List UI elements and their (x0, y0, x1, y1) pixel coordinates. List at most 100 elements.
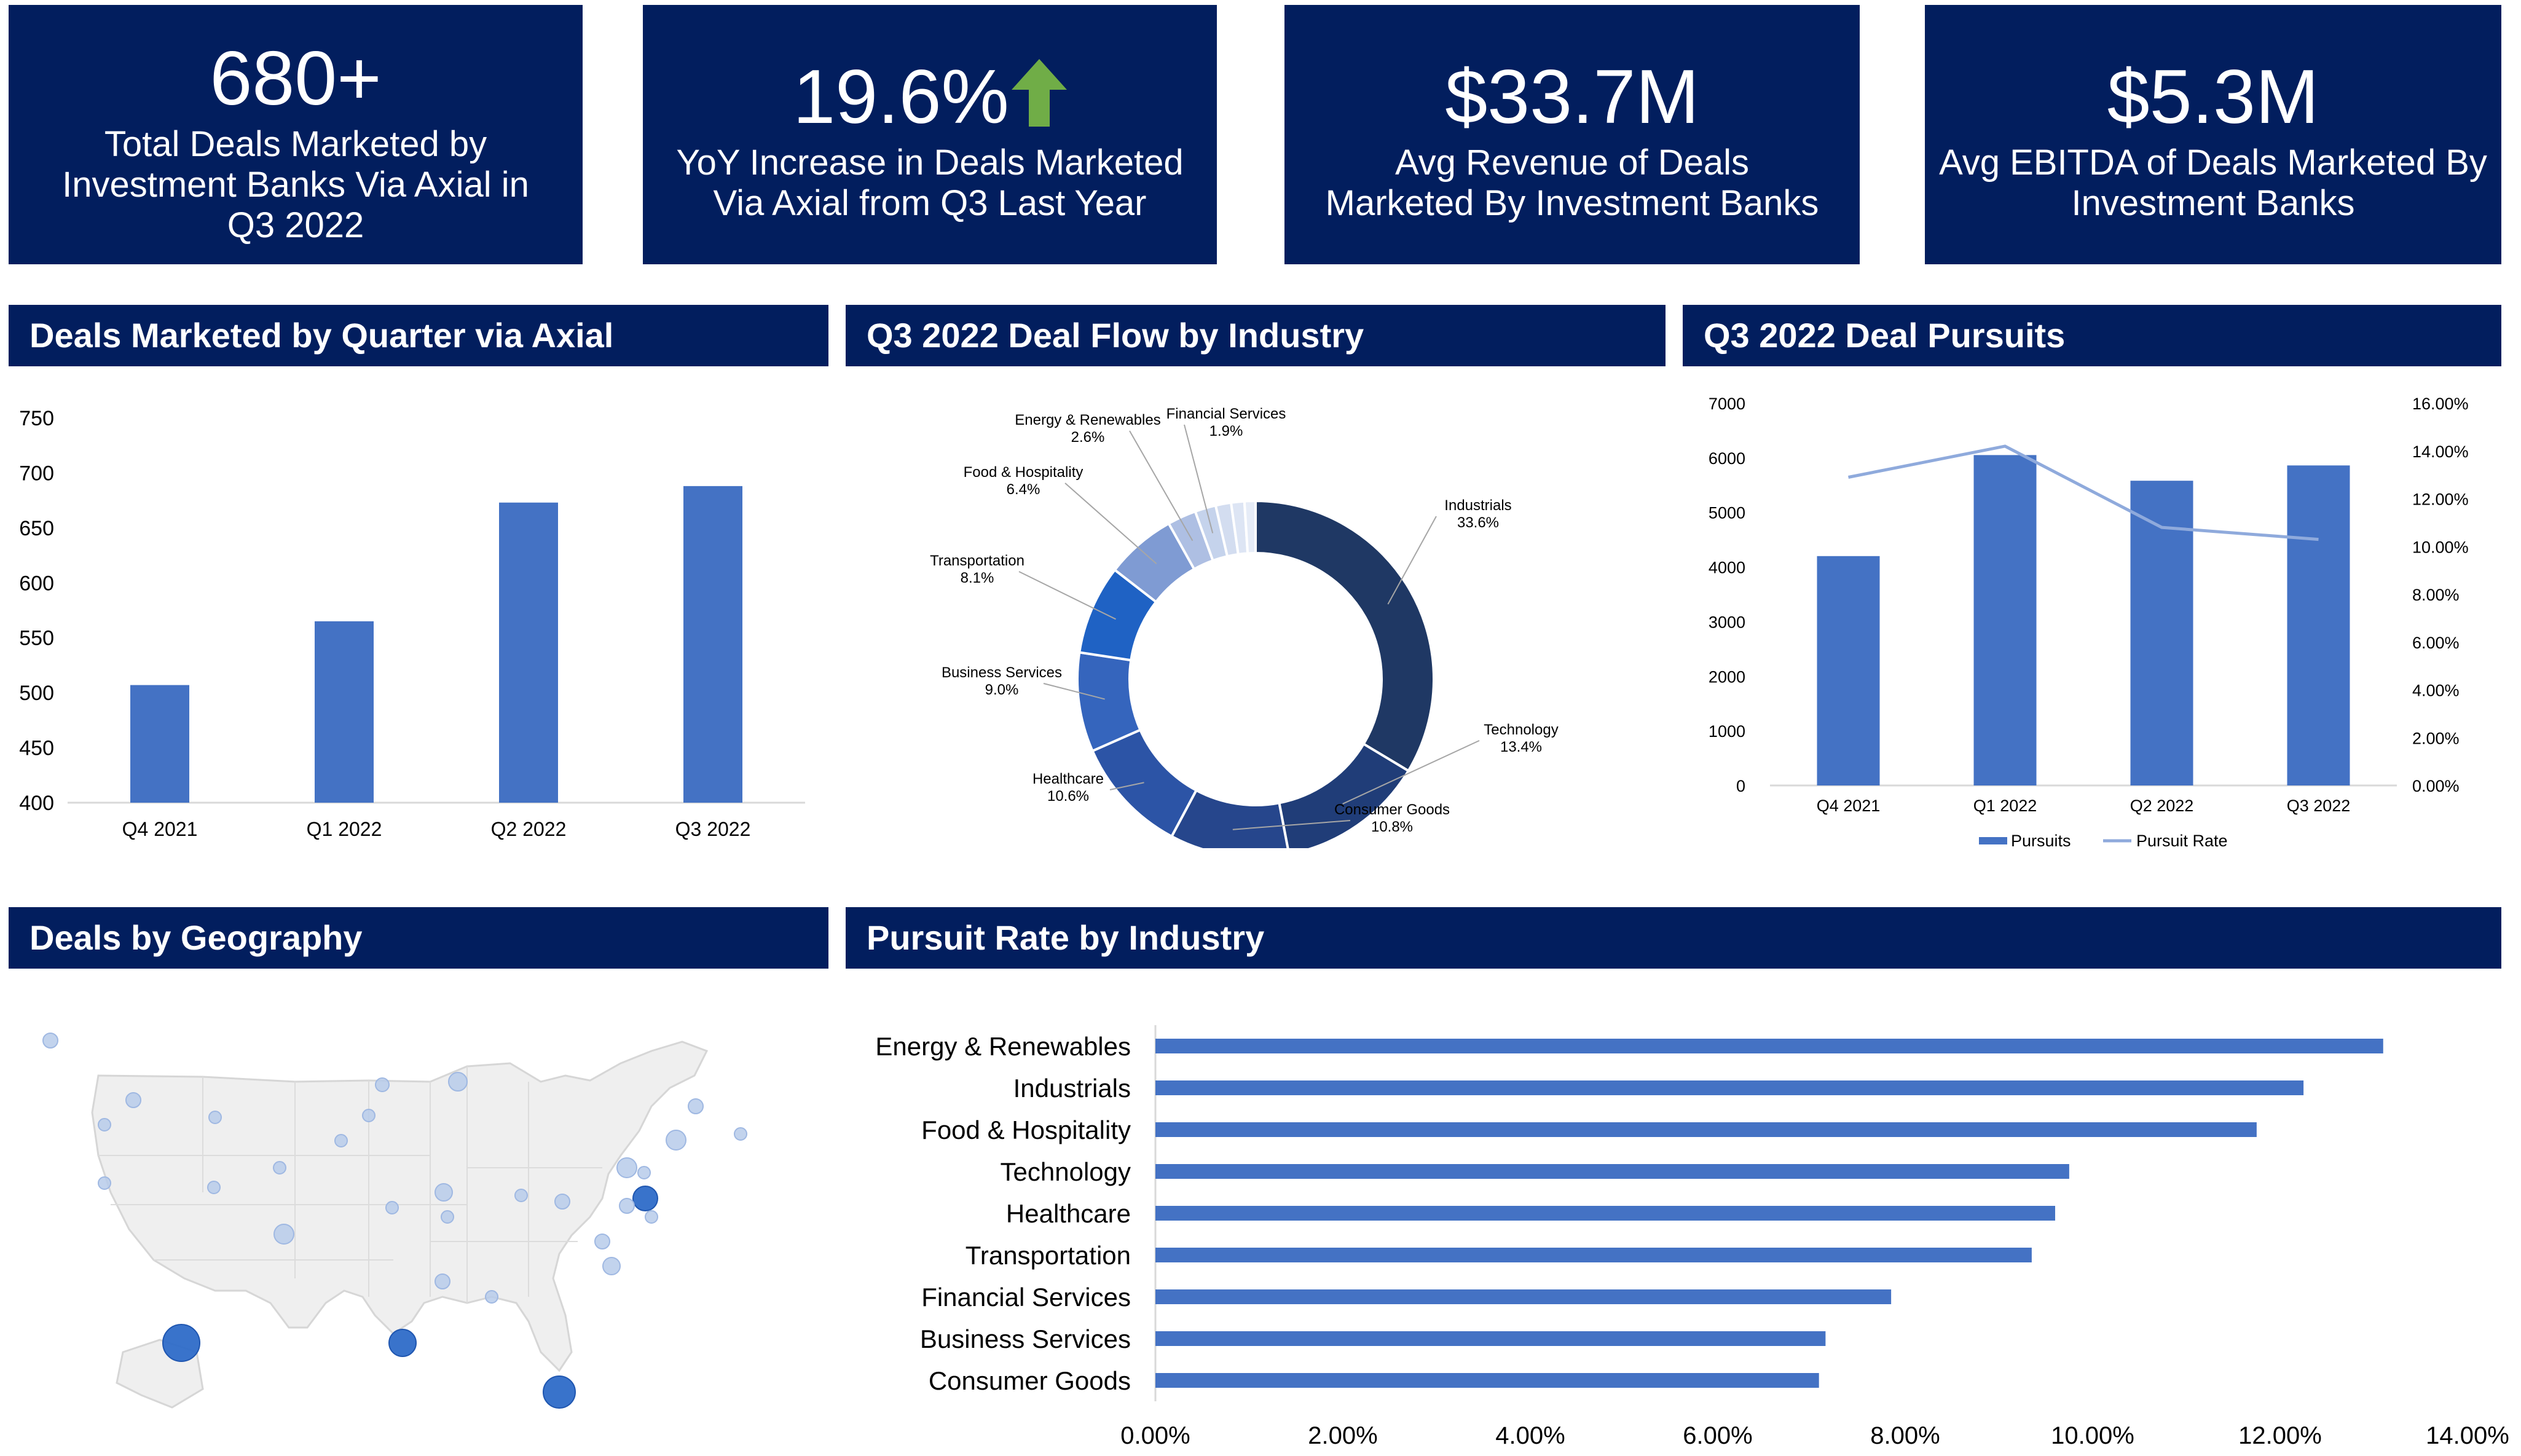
x-tick-label: Q2 2022 (2130, 797, 2194, 815)
x-tick-label: Q4 2021 (122, 818, 198, 840)
leader-line (1018, 571, 1116, 620)
slice-label: Financial Services (1166, 406, 1286, 422)
deals-by-quarter-chart: 400 450 500 550 600 650 700 750 Q4 2021 Q1 2022 Q2… (19, 407, 805, 840)
category-label: Food & Hospitality (921, 1116, 1131, 1144)
kpi-label: Total Deals Marketed by Investment Banks… (62, 124, 529, 245)
slice-label: Healthcare (1032, 771, 1104, 787)
geo-dot (441, 1210, 454, 1224)
geo-dot (362, 1109, 376, 1122)
rate-bar (1155, 1080, 2304, 1095)
x-tick-label: 6.00% (1683, 1422, 1752, 1449)
y-tick-label: 7000 (1709, 395, 1745, 413)
geo-dot (594, 1234, 610, 1249)
header-deals-by-quarter: Deals Marketed by Quarter via Axial (9, 305, 828, 366)
x-tick-label: 10.00% (2051, 1422, 2134, 1449)
rate-bar (1155, 1164, 2069, 1179)
pursuits-bar (2130, 481, 2193, 785)
slice-label: Consumer Goods (1334, 801, 1450, 818)
x-tick-label: 0.00% (1120, 1422, 1190, 1449)
bar (315, 621, 374, 803)
slice-percent: 10.6% (1047, 788, 1089, 805)
rate-bar (1155, 1331, 1826, 1346)
y-tick-label: 600 (19, 572, 54, 595)
slice-percent: 6.4% (1007, 481, 1040, 498)
slice-label: Technology (1484, 722, 1558, 738)
geo-dot (688, 1098, 704, 1114)
legend-label: Pursuit Rate (2136, 832, 2228, 850)
slice-label: Energy & Renewables (1015, 412, 1160, 428)
geo-dot (637, 1166, 651, 1179)
x-tick-label: 2.00% (1308, 1422, 1377, 1449)
y-tick-label: 550 (19, 627, 54, 650)
geo-dot (375, 1077, 390, 1092)
leader-line (1342, 740, 1480, 805)
y-tick-label: 3000 (1709, 613, 1745, 631)
donut-slice (1243, 499, 1257, 555)
y-tick-label: 750 (19, 407, 54, 430)
geo-dot (273, 1161, 286, 1175)
geo-dot (98, 1176, 111, 1190)
kpi-yoy-increase: 19.6% YoY Increase in Deals Marketed Via… (643, 5, 1217, 264)
x-tick-label: 12.00% (2238, 1422, 2322, 1449)
geo-dot (602, 1257, 621, 1275)
leader-line (1109, 782, 1144, 790)
slice-label: Business Services (942, 664, 1062, 681)
donut-slice (1278, 742, 1410, 848)
rate-bar (1155, 1248, 2032, 1262)
y-tick-label: 5000 (1709, 504, 1745, 522)
leader-line (1184, 424, 1214, 533)
y-tick-label: 2000 (1709, 667, 1745, 686)
kpi-label: Avg EBITDA of Deals Marketed By Investme… (1939, 143, 2487, 223)
geo-dot (435, 1183, 453, 1202)
slice-label: Food & Hospitality (964, 464, 1084, 481)
x-tick-label: 4.00% (1495, 1422, 1565, 1449)
slice-percent: 9.0% (985, 682, 1019, 698)
kpi-value-text: 19.6% (793, 55, 1009, 140)
pursuit-rate-chart: Energy & Renewables Industrials Food & Hos… (875, 1025, 2509, 1449)
y2-tick-label: 8.00% (2412, 586, 2460, 604)
category-label: Financial Services (921, 1283, 1131, 1312)
header-geography: Deals by Geography (9, 907, 828, 969)
geo-dot (734, 1127, 747, 1141)
rate-bar (1155, 1206, 2055, 1221)
deal-pursuits-chart: 0 1000 2000 3000 4000 5000 6000 7000 0.00% 2.00% 4… (1709, 395, 2469, 850)
category-label: Transportation (966, 1241, 1131, 1270)
x-tick-label: Q3 2022 (2287, 797, 2351, 815)
leader-line (1043, 683, 1105, 700)
geo-dot (448, 1072, 468, 1092)
x-tick-label: Q3 2022 (675, 818, 751, 840)
kpi-total-deals: 680+ Total Deals Marketed by Investment … (9, 5, 583, 264)
y2-tick-label: 12.00% (2412, 490, 2469, 509)
bar (499, 502, 558, 803)
header-deal-pursuits: Q3 2022 Deal Pursuits (1683, 305, 2501, 366)
kpi-avg-revenue: $33.7M Avg Revenue of Deals Marketed By … (1284, 5, 1860, 264)
geo-dot (334, 1134, 348, 1147)
pursuit-rate-line (1848, 444, 2319, 541)
y-tick-label: 400 (19, 792, 54, 815)
y-tick-label: 700 (19, 462, 54, 485)
x-tick-label: Q2 2022 (491, 818, 567, 840)
y-tick-label: 650 (19, 517, 54, 540)
y-tick-label: 4000 (1709, 559, 1745, 577)
geo-dot (554, 1194, 570, 1210)
bar (683, 486, 742, 803)
pursuits-bar (2287, 465, 2350, 785)
leader-line (1129, 430, 1194, 541)
slice-percent: 13.4% (1500, 739, 1542, 755)
geo-dot (42, 1033, 58, 1049)
x-tick-label: 8.00% (1870, 1422, 1940, 1449)
slice-label: Industrials (1444, 497, 1511, 514)
header-pursuit-rate: Pursuit Rate by Industry (846, 907, 2501, 969)
y-tick-label: 0 (1736, 777, 1745, 795)
y-tick-label: 6000 (1709, 449, 1745, 468)
kpi-value: $33.7M (1445, 55, 1699, 140)
geo-dot (208, 1111, 222, 1124)
legend-label: Pursuits (2011, 832, 2071, 850)
x-tick-label: Q1 2022 (307, 818, 382, 840)
pursuits-bar (1817, 556, 1880, 785)
slice-percent: 8.1% (961, 570, 994, 586)
slice-percent: 2.6% (1071, 429, 1105, 446)
category-label: Business Services (920, 1324, 1131, 1353)
y2-tick-label: 4.00% (2412, 682, 2460, 700)
